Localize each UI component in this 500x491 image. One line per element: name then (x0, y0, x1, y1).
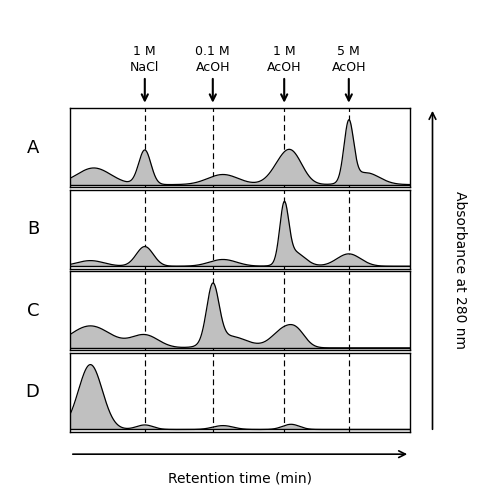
Text: C: C (27, 302, 40, 320)
Text: 5 M
AcOH: 5 M AcOH (332, 45, 366, 74)
Text: Absorbance at 280 nm: Absorbance at 280 nm (453, 191, 467, 349)
Text: D: D (26, 383, 40, 402)
Text: 0.1 M
AcOH: 0.1 M AcOH (196, 45, 230, 74)
Text: A: A (27, 138, 40, 157)
Text: Retention time (min): Retention time (min) (168, 471, 312, 486)
Text: 1 M
AcOH: 1 M AcOH (267, 45, 302, 74)
Text: B: B (27, 220, 40, 238)
Text: 1 M
NaCl: 1 M NaCl (130, 45, 160, 74)
